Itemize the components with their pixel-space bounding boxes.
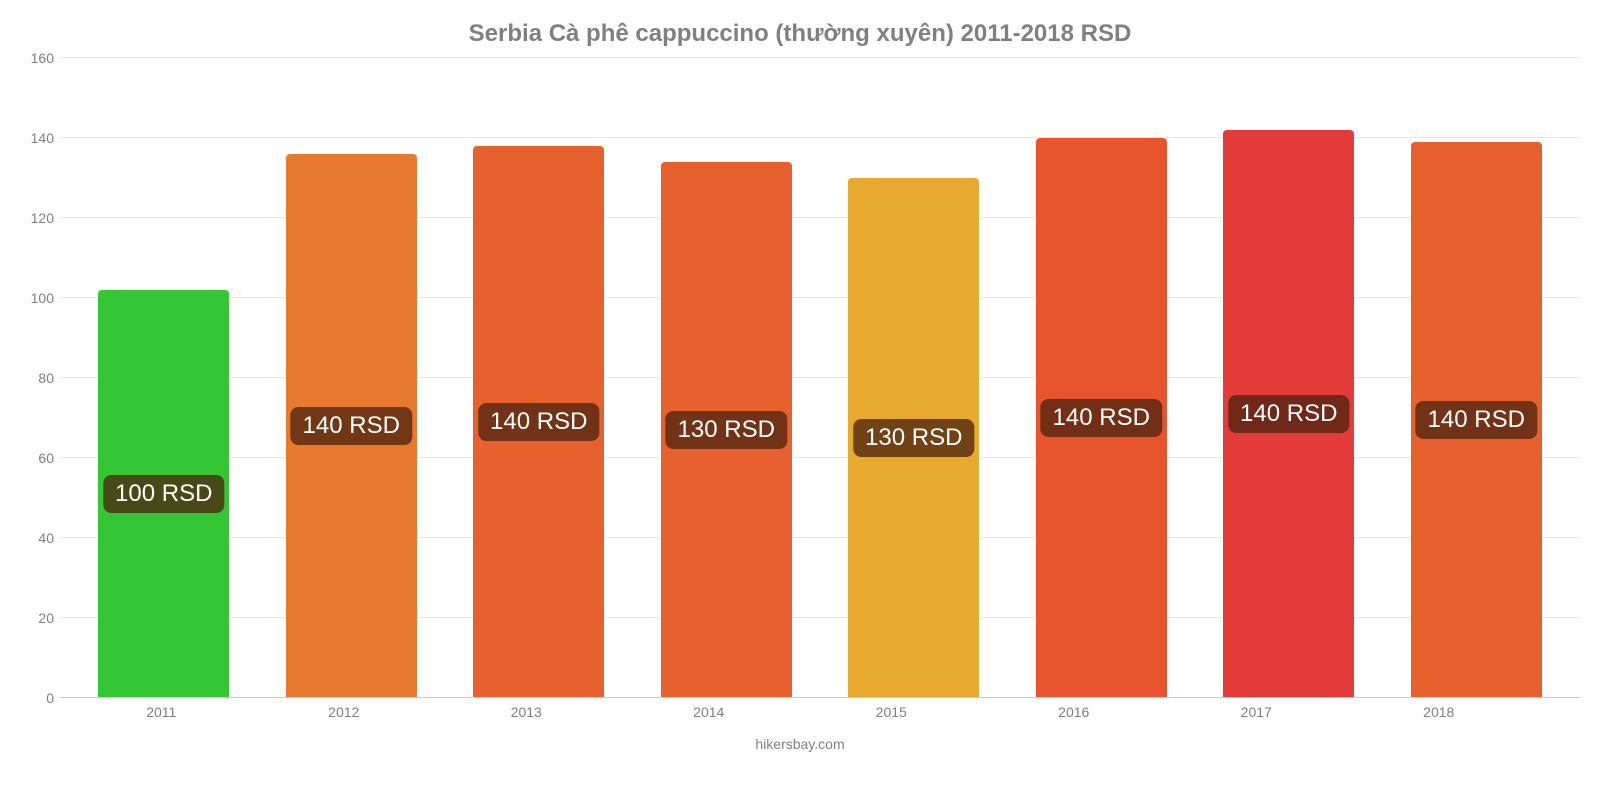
bar: 140 RSD: [473, 146, 604, 698]
value-badge: 140 RSD: [1228, 395, 1349, 433]
y-tick-label: 80: [38, 370, 54, 386]
bar: 140 RSD: [1223, 130, 1354, 698]
x-tick-label: 2011: [70, 704, 253, 720]
value-badge: 140 RSD: [1416, 401, 1537, 439]
value-badge: 130 RSD: [853, 419, 974, 457]
y-tick-label: 100: [31, 290, 54, 306]
y-tick-label: 120: [31, 210, 54, 226]
chart-title: Serbia Cà phê cappuccino (thường xuyên) …: [40, 20, 1560, 48]
y-tick-label: 60: [38, 450, 54, 466]
bar-slot: 100 RSD: [70, 58, 258, 698]
bar: 140 RSD: [1036, 138, 1167, 698]
y-tick-label: 40: [38, 530, 54, 546]
x-tick-label: 2012: [253, 704, 436, 720]
y-tick-label: 20: [38, 610, 54, 626]
y-tick-label: 140: [31, 130, 54, 146]
bar-slot: 140 RSD: [258, 58, 446, 698]
x-tick-label: 2018: [1348, 704, 1531, 720]
y-tick-label: 0: [46, 690, 54, 706]
bar: 130 RSD: [661, 162, 792, 698]
bar-slot: 130 RSD: [633, 58, 821, 698]
x-tick-label: 2016: [983, 704, 1166, 720]
bar-slot: 130 RSD: [820, 58, 1008, 698]
plot-area: 020406080100120140160 100 RSD140 RSD140 …: [60, 58, 1580, 698]
bar-slot: 140 RSD: [1008, 58, 1196, 698]
value-badge: 140 RSD: [1041, 399, 1162, 437]
value-badge: 140 RSD: [478, 403, 599, 441]
value-badge: 130 RSD: [666, 411, 787, 449]
x-baseline: [60, 697, 1580, 698]
bar: 140 RSD: [1411, 142, 1542, 698]
bars-group: 100 RSD 140 RSD 140 RSD 130 RSD 130 RSD 140 R…: [60, 58, 1580, 698]
value-badge: 100 RSD: [103, 475, 224, 513]
bar-slot: 140 RSD: [1195, 58, 1383, 698]
x-tick-label: 2013: [435, 704, 618, 720]
y-axis: 020406080100120140160: [20, 58, 60, 698]
x-axis: 20112012201320142015201620172018: [60, 698, 1540, 720]
x-tick-label: 2017: [1165, 704, 1348, 720]
source-label: hikersbay.com: [40, 736, 1560, 752]
x-tick-label: 2014: [618, 704, 801, 720]
bar-slot: 140 RSD: [1383, 58, 1571, 698]
bar: 100 RSD: [98, 290, 229, 698]
bar-slot: 140 RSD: [445, 58, 633, 698]
y-tick-label: 160: [31, 50, 54, 66]
value-badge: 140 RSD: [291, 407, 412, 445]
bar: 140 RSD: [286, 154, 417, 698]
bar: 130 RSD: [848, 178, 979, 698]
chart-container: Serbia Cà phê cappuccino (thường xuyên) …: [0, 0, 1600, 800]
x-tick-label: 2015: [800, 704, 983, 720]
